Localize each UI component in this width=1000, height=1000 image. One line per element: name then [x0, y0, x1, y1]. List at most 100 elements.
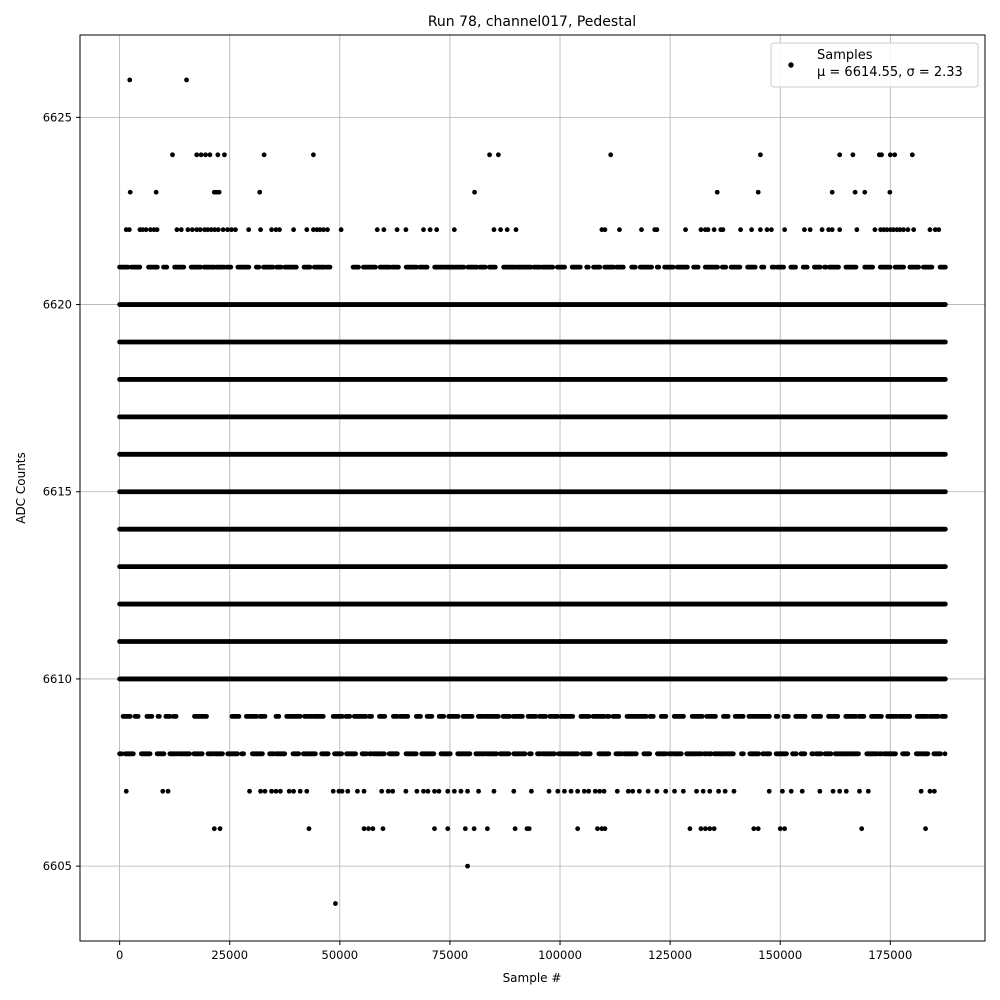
- data-point: [837, 152, 843, 158]
- data-point: [269, 227, 274, 233]
- data-point: [462, 826, 468, 832]
- data-point: [261, 152, 267, 158]
- data-point: [189, 227, 195, 233]
- data-point: [897, 227, 903, 233]
- data-point: [705, 227, 711, 233]
- data-point: [890, 227, 896, 233]
- data-point: [304, 788, 310, 794]
- x-tick-label: 175000: [868, 948, 912, 962]
- data-point: [862, 189, 868, 195]
- data-point: [901, 227, 906, 233]
- data-point: [837, 227, 843, 233]
- data-point: [311, 152, 316, 158]
- data-point: [277, 227, 282, 233]
- x-tick-label: 150000: [758, 948, 802, 962]
- data-point: [170, 152, 175, 158]
- data-point: [198, 152, 204, 158]
- data-point: [758, 227, 763, 233]
- data-point: [233, 227, 238, 233]
- data-point: [859, 826, 865, 832]
- data-point: [414, 788, 420, 794]
- data-point: [427, 227, 433, 233]
- data-point: [148, 227, 153, 233]
- data-point: [562, 788, 567, 794]
- data-point: [837, 788, 843, 794]
- data-point: [755, 189, 761, 195]
- x-tick-label: 75000: [432, 948, 469, 962]
- data-point: [333, 901, 338, 906]
- data-point: [601, 788, 607, 794]
- data-point: [366, 826, 371, 832]
- data-points: [117, 77, 948, 906]
- data-point: [207, 152, 213, 158]
- data-point: [425, 788, 431, 794]
- data-point: [694, 788, 699, 794]
- data-point: [178, 227, 184, 233]
- data-point: [639, 227, 644, 233]
- data-point: [432, 826, 437, 832]
- data-point: [222, 152, 227, 158]
- data-point: [879, 152, 884, 158]
- data-point: [918, 788, 924, 794]
- data-point: [595, 826, 600, 832]
- data-point: [738, 227, 743, 233]
- legend-stats-label: μ = 6614.55, σ = 2.33: [817, 65, 963, 80]
- data-point: [465, 863, 470, 869]
- data-point: [381, 227, 387, 233]
- data-point: [212, 227, 218, 233]
- data-point: [788, 788, 794, 794]
- data-point: [165, 788, 171, 794]
- legend: Samples μ = 6614.55, σ = 2.33: [770, 42, 979, 88]
- data-point: [436, 788, 442, 794]
- data-point: [325, 227, 330, 233]
- data-point: [504, 227, 510, 233]
- data-point: [123, 788, 129, 794]
- data-point: [555, 788, 561, 794]
- data-point: [892, 152, 898, 158]
- data-point: [421, 227, 426, 233]
- data-point: [445, 788, 451, 794]
- data-point: [852, 189, 858, 195]
- data-point: [927, 788, 933, 794]
- data-point: [297, 788, 303, 794]
- x-tick-label: 125000: [648, 948, 692, 962]
- data-point: [614, 788, 620, 794]
- data-point: [716, 788, 721, 794]
- data-point: [247, 788, 252, 794]
- data-point: [291, 227, 296, 233]
- data-point: [458, 788, 464, 794]
- data-point: [216, 189, 222, 195]
- data-point: [799, 788, 805, 794]
- data-point: [597, 788, 603, 794]
- data-point: [854, 227, 860, 233]
- data-point: [385, 788, 391, 794]
- data-point: [361, 788, 367, 794]
- data-point: [269, 788, 274, 794]
- data-point: [680, 788, 686, 794]
- data-point: [707, 826, 713, 832]
- data-point: [330, 788, 336, 794]
- data-point: [575, 826, 581, 832]
- data-point: [154, 227, 160, 233]
- data-point: [451, 227, 457, 233]
- data-point: [291, 788, 296, 794]
- data-point: [194, 227, 200, 233]
- data-point: [215, 152, 221, 158]
- data-point: [491, 227, 497, 233]
- data-point: [451, 788, 457, 794]
- data-point: [472, 189, 477, 195]
- data-point: [229, 227, 234, 233]
- data-point: [311, 227, 316, 233]
- data-point: [208, 227, 214, 233]
- legend-marker: [788, 62, 794, 68]
- data-point: [702, 826, 708, 832]
- data-point: [807, 227, 813, 233]
- x-axis-ticks: 0 25000 50000 75000 100000 125000 150000 175000: [116, 941, 912, 962]
- data-point: [617, 227, 622, 233]
- data-point: [211, 826, 217, 832]
- data-point: [672, 788, 677, 794]
- data-point: [355, 788, 360, 794]
- data-point: [581, 788, 587, 794]
